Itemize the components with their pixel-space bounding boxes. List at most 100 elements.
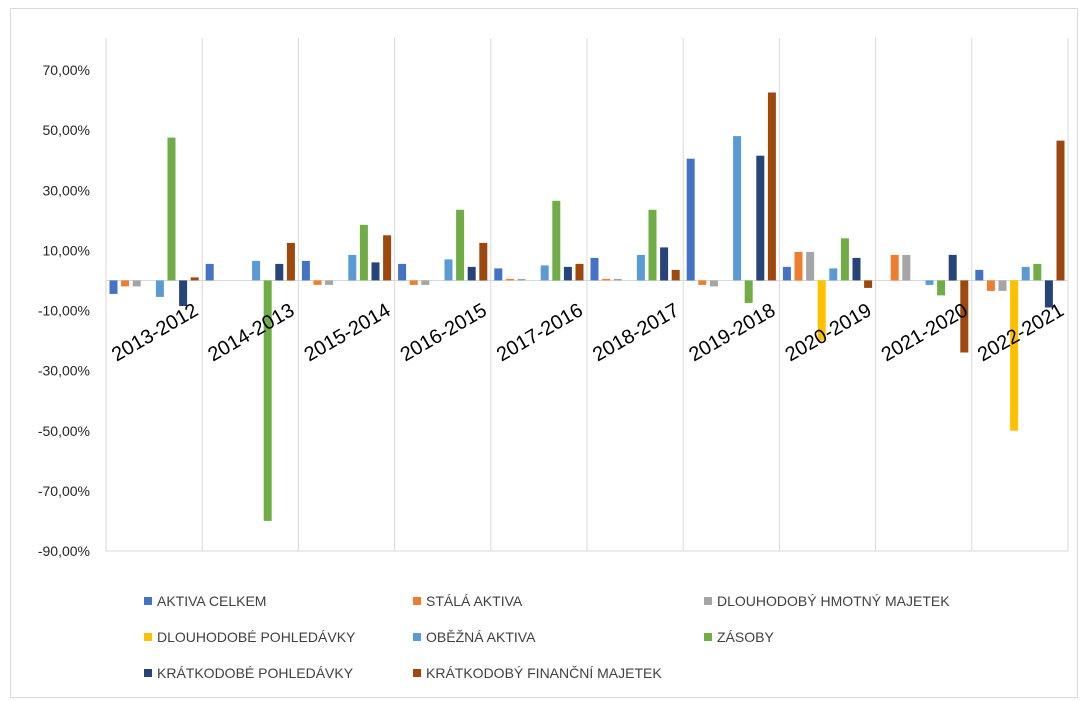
bar — [275, 263, 284, 281]
bar — [960, 280, 969, 353]
legend-swatch — [704, 597, 712, 605]
category-label: 2018-2017 — [589, 299, 683, 366]
legend-swatch — [704, 633, 712, 641]
bar — [671, 269, 680, 281]
bar — [479, 242, 488, 281]
bar — [179, 280, 188, 306]
bar — [132, 280, 141, 287]
bar — [398, 263, 407, 281]
chart-frame — [10, 8, 1078, 698]
category-label: 2014-2013 — [204, 299, 298, 366]
category-label: 2013-2012 — [108, 299, 202, 366]
bar — [794, 251, 803, 281]
bar — [252, 260, 261, 281]
bar — [517, 278, 526, 281]
bar — [348, 254, 357, 281]
legend-swatch — [413, 633, 421, 641]
legend-label: AKTIVA CELKEM — [157, 593, 266, 609]
legend-label: STÁLÁ AKTIVA — [426, 593, 523, 609]
bar — [190, 277, 199, 281]
bar — [648, 209, 657, 281]
bar — [409, 280, 418, 285]
bar — [456, 209, 465, 281]
bar — [444, 259, 453, 281]
bar — [613, 278, 622, 281]
category-label: 2022-2021 — [974, 299, 1068, 366]
bar — [467, 266, 476, 281]
bar — [864, 280, 873, 288]
legend-swatch — [144, 633, 152, 641]
bar — [840, 238, 849, 281]
bar — [167, 137, 176, 281]
bar — [986, 280, 995, 291]
category-label: 2015-2014 — [301, 299, 395, 366]
bar — [155, 280, 164, 297]
legend-swatch — [413, 597, 421, 605]
y-tick-label: 30,00% — [43, 182, 90, 198]
legend-label: OBĚŽNÁ AKTIVA — [426, 629, 536, 645]
y-tick-label: 10,00% — [43, 242, 90, 258]
bar — [121, 280, 130, 287]
bar — [1056, 140, 1065, 281]
legend-label: ZÁSOBY — [717, 629, 774, 645]
bar — [806, 251, 815, 281]
bar — [817, 280, 826, 341]
bar — [902, 254, 911, 281]
bar — [494, 268, 503, 281]
y-tick-label: -90,00% — [38, 543, 90, 559]
bar — [505, 278, 514, 281]
y-tick-label: -70,00% — [38, 483, 90, 499]
legend-label: KRÁTKODOBÉ POHLEDÁVKY — [157, 665, 354, 681]
bar — [686, 158, 695, 281]
bar — [540, 265, 549, 281]
bar — [998, 280, 1007, 291]
bar — [313, 280, 322, 285]
bar — [421, 280, 430, 285]
bar — [660, 247, 669, 281]
bars-layer — [109, 92, 1065, 521]
bar — [709, 280, 718, 287]
bar — [782, 266, 791, 281]
category-label: 2019-2018 — [685, 299, 779, 366]
bar — [937, 280, 946, 296]
bar — [563, 266, 572, 281]
bar — [756, 155, 765, 281]
bar — [109, 280, 118, 294]
bar — [829, 268, 838, 281]
category-label: 2021-2020 — [878, 299, 972, 366]
grid-layer — [105, 38, 1069, 552]
bar — [301, 260, 310, 281]
bar — [925, 280, 934, 285]
bar — [890, 254, 899, 281]
bar — [359, 224, 368, 281]
category-label: 2017-2016 — [493, 299, 587, 366]
bar — [575, 263, 584, 281]
bar — [1033, 263, 1042, 281]
bar — [325, 280, 334, 285]
bar — [602, 278, 611, 281]
bar — [636, 254, 645, 281]
y-tick-label: -10,00% — [38, 303, 90, 319]
bar — [286, 242, 295, 281]
legend-swatch — [144, 597, 152, 605]
bar — [852, 257, 861, 281]
legend-swatch — [144, 669, 152, 677]
category-label: 2016-2015 — [397, 299, 491, 366]
y-axis-ticks: 70,00% 50,00% 30,00% 10,00% -10,00% -30,00% -5… — [38, 62, 90, 559]
bar — [552, 200, 561, 281]
legend-label: KRÁTKODOBÝ FINANČNÍ MAJETEK — [426, 665, 662, 681]
bar — [767, 92, 776, 281]
legend-swatch — [413, 669, 421, 677]
bar — [1010, 280, 1019, 431]
y-tick-label: 70,00% — [43, 62, 90, 78]
legend-label: DLOUHODOBÝ HMOTNÝ MAJETEK — [717, 593, 950, 609]
bar — [975, 269, 984, 281]
bar — [1044, 280, 1053, 308]
y-tick-label: -30,00% — [38, 363, 90, 379]
category-label: 2020-2019 — [782, 299, 876, 366]
x-axis-categories: 2013-2012 2014-2013 2015-2014 2016-2015 2017… — [108, 299, 1068, 366]
y-tick-label: 50,00% — [43, 122, 90, 138]
bar — [744, 280, 753, 303]
bar — [1021, 266, 1030, 281]
